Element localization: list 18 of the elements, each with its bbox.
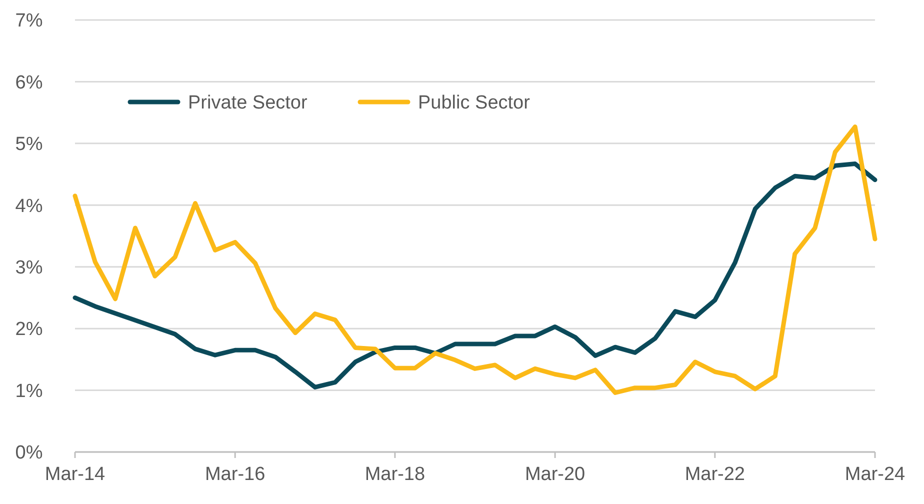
line-series [72,162,878,390]
x-tick-label: Mar-16 [204,464,266,485]
x-tick-label: Mar-22 [684,464,746,485]
x-tick-label: Mar-14 [44,464,106,485]
y-tick-label: 0% [15,442,43,464]
x-tick-label: Mar-20 [524,464,586,485]
line-series [72,124,878,396]
y-tick-label: 2% [15,319,43,340]
legend-label: Public Sector [418,92,531,114]
legend-label: Private Sector [188,92,308,114]
y-tick-label: 7% [15,10,43,32]
y-tick-label: 5% [15,134,43,156]
x-tick-label: Mar-24 [844,464,906,485]
y-tick-label: 1% [15,380,43,402]
x-tick-label: Mar-18 [364,464,426,485]
y-tick-label: 4% [15,196,43,217]
y-tick-label: 6% [15,72,43,94]
y-tick-label: 3% [15,258,43,279]
